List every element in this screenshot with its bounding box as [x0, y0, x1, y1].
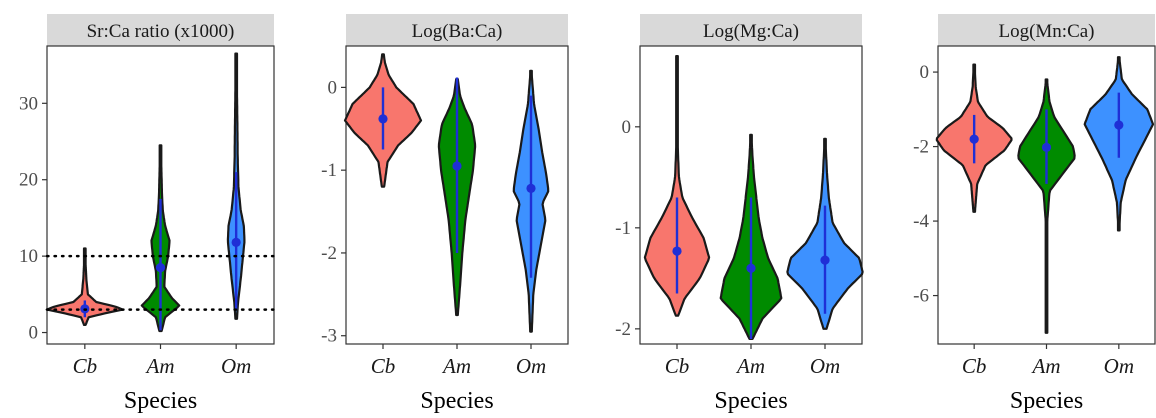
y-tick-label: 0 — [328, 77, 338, 98]
x-tick-label-om: Om — [810, 354, 840, 378]
violin-cb — [45, 247, 124, 326]
panel-strip — [346, 14, 568, 46]
y-tick-label: -1 — [321, 160, 337, 181]
mean-point-om — [820, 255, 830, 265]
panel-title: Log(Mg:Ca) — [703, 21, 799, 42]
x-tick-label-am: Am — [735, 354, 765, 378]
y-tick-label: -1 — [615, 218, 631, 239]
violin-cb — [643, 55, 711, 317]
violin-am — [1017, 78, 1076, 334]
x-axis-title: Species — [714, 388, 787, 414]
panel-title: Log(Ba:Ca) — [412, 21, 503, 42]
x-axis-title: Species — [1010, 388, 1083, 414]
x-tick-label-cb: Cb — [73, 354, 98, 378]
panel-strip — [47, 14, 274, 46]
mean-point-cb — [969, 134, 979, 144]
y-tick-label: -2 — [321, 243, 337, 264]
mean-point-am — [155, 262, 166, 273]
mean-point-cb — [672, 246, 682, 256]
x-tick-label-cb: Cb — [371, 354, 396, 378]
panel-2: Log(Ba:Ca) 0 -1 -2 -3 Cb Am Om Species — [321, 14, 569, 414]
panel-1: Sr:Ca ratio (x1000) 0 10 20 30 Cb Am Om Species — [19, 14, 276, 414]
x-tick-label-am: Am — [1031, 354, 1061, 378]
panel-title: Log(Mn:Ca) — [998, 21, 1094, 42]
mean-point-am — [1041, 142, 1052, 152]
y-tick-label: 20 — [19, 170, 38, 191]
panel-title: Sr:Ca ratio (x1000) — [87, 21, 235, 42]
mean-point-am — [746, 263, 756, 273]
y-tick-label: 0 — [29, 323, 39, 344]
y-tick-label: -3 — [321, 326, 337, 347]
y-tick-label: 10 — [19, 246, 38, 267]
x-tick-label-cb: Cb — [665, 354, 690, 378]
y-tick-label: 0 — [622, 117, 632, 138]
y-tick-label: 0 — [920, 62, 930, 83]
panel-strip — [938, 14, 1155, 46]
panel-3: Log(Mg:Ca) 0 -1 -2 Cb Am Om Species — [615, 14, 864, 414]
mean-point-om — [231, 237, 241, 247]
x-axis-title: Species — [124, 388, 197, 414]
x-tick-label-cb: Cb — [962, 354, 987, 378]
mean-point-am — [452, 161, 462, 171]
y-tick-label: 30 — [19, 93, 38, 114]
mean-point-om — [526, 183, 536, 193]
y-tick-label: -6 — [913, 286, 929, 307]
y-tick-label: -4 — [913, 211, 929, 232]
y-tick-label: -2 — [615, 319, 631, 340]
x-tick-label-om: Om — [1104, 354, 1134, 378]
y-tick-label: -2 — [913, 137, 929, 158]
x-tick-label-om: Om — [516, 354, 546, 378]
mean-point-om — [1114, 120, 1124, 130]
panel-4: Log(Mn:Ca) 0 -2 -4 -6 Cb Am Om Species — [913, 14, 1156, 414]
x-tick-label-om: Om — [221, 354, 251, 378]
x-axis-title: Species — [420, 388, 493, 414]
x-tick-label-am: Am — [441, 354, 471, 378]
mean-point-cb — [378, 114, 388, 124]
x-tick-label-am: Am — [145, 354, 175, 378]
panel-strip — [640, 14, 862, 46]
